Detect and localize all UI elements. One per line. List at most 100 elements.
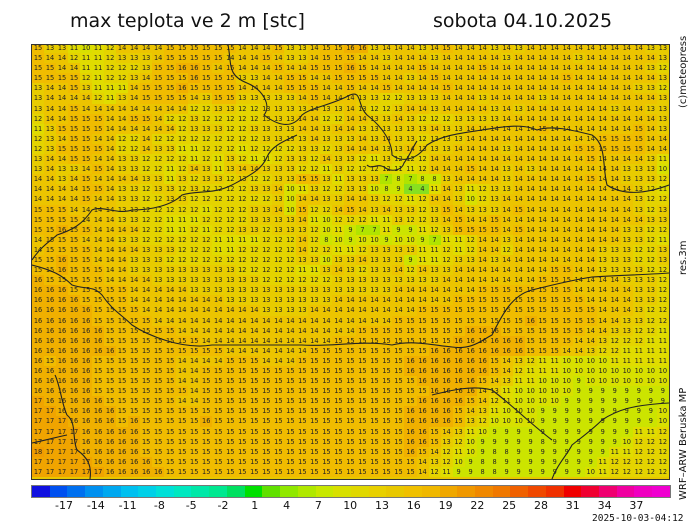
grid-cell: 15	[104, 285, 117, 296]
grid-cell: 14	[452, 143, 465, 155]
grid-cell: 14	[260, 345, 273, 356]
grid-cell: 15	[488, 285, 501, 296]
grid-cell: 9	[596, 436, 609, 447]
grid-cell: 12	[320, 113, 333, 124]
grid-cell: 13	[368, 123, 381, 134]
grid-cell: 10	[404, 234, 417, 245]
grid-row: 16 16 16 16 16 15 15 15 15 15 14 14 14 14 14 14 14 14 14 14…	[32, 315, 669, 326]
grid-cell: 14	[428, 123, 441, 134]
temperature-map: 15 13 13 11 10 11 12 14 14 14 14 15 15 15 15 15 15 14 14 14…	[31, 44, 670, 480]
grid-cell: 15	[104, 355, 117, 366]
grid-cell: 16	[452, 376, 465, 387]
grid-cell: 9	[392, 224, 405, 235]
grid-cell: 14	[488, 93, 501, 104]
grid-cell: 14	[128, 93, 141, 104]
grid-cell: 12	[212, 133, 225, 144]
grid-cell: 13	[320, 174, 333, 185]
grid-cell: 14	[368, 143, 381, 155]
grid-cell: 14	[596, 63, 609, 74]
grid-cell: 14	[92, 244, 105, 255]
grid-cell: 15	[152, 366, 165, 377]
grid-cell: 14	[404, 285, 417, 296]
grid-cell: 13	[656, 103, 669, 114]
map-title: max teplota ve 2 m [stc]	[70, 10, 305, 32]
grid-cell: 15	[212, 83, 225, 94]
grid-cell: 16	[464, 345, 477, 356]
grid-cell: 14	[356, 315, 369, 326]
grid-cell: 13	[272, 93, 285, 104]
grid-cell: 14	[560, 234, 573, 245]
grid-row: 17 17 17 17 17 16 16 16 16 16 15 15 15 15 15 15 15 15 15 15…	[32, 456, 669, 467]
grid-cell: 15	[32, 63, 45, 74]
grid-cell: 13	[152, 184, 165, 195]
grid-cell: 13	[152, 244, 165, 255]
grid-cell: 9	[536, 426, 549, 437]
grid-cell: 15	[560, 315, 573, 326]
grid-cell: 15	[560, 73, 573, 84]
grid-cell: 11	[92, 53, 105, 64]
grid-cell: 12	[656, 275, 669, 286]
grid-cell: 14	[524, 265, 537, 276]
grid-cell: 14	[536, 53, 549, 64]
grid-cell: 9	[620, 426, 633, 437]
grid-cell: 12	[176, 133, 189, 144]
grid-cell: 13	[368, 133, 381, 144]
grid-cell: 12	[128, 143, 141, 155]
grid-cell: 16	[404, 426, 417, 437]
grid-cell: 11	[92, 83, 105, 94]
grid-cell: 14	[356, 133, 369, 144]
grid-cell: 13	[260, 123, 273, 134]
grid-cell: 12	[404, 154, 417, 165]
grid-cell: 14	[44, 184, 57, 195]
grid-cell: 14	[368, 305, 381, 316]
grid-cell: 12	[656, 456, 669, 467]
grid-cell: 9	[608, 396, 621, 407]
grid-cell: 16	[488, 345, 501, 356]
grid-cell: 15	[308, 426, 321, 437]
grid-cell: 15	[200, 345, 213, 356]
grid-cell: 14	[644, 123, 657, 134]
grid-cell: 14	[524, 234, 537, 245]
grid-cell: 15	[536, 325, 549, 336]
grid-cell: 14	[176, 355, 189, 366]
grid-cell: 12	[440, 113, 453, 124]
grid-cell: 15	[272, 406, 285, 417]
grid-cell: 14	[236, 305, 249, 316]
grid-cell: 14	[584, 194, 597, 205]
grid-cell: 12	[140, 224, 153, 235]
grid-cell: 15	[164, 426, 177, 437]
grid-cell: 14	[92, 224, 105, 235]
grid-cell: 13	[188, 113, 201, 124]
grid-cell: 15	[368, 355, 381, 366]
grid-cell: 15	[344, 386, 357, 397]
grid-cell: 8	[416, 174, 429, 185]
grid-cell: 15	[500, 295, 513, 306]
grid-cell: 14	[608, 63, 621, 74]
grid-cell: 13	[404, 123, 417, 134]
grid-cell: 14	[308, 44, 321, 54]
grid-cell: 17	[32, 416, 45, 427]
grid-cell: 13	[332, 103, 345, 114]
grid-cell: 14	[404, 305, 417, 316]
grid-cell: 15	[320, 345, 333, 356]
grid-cell: 13	[140, 265, 153, 276]
grid-cell: 15	[452, 325, 465, 336]
grid-cell: 12	[176, 244, 189, 255]
grid-cell: 13	[500, 376, 513, 387]
grid-cell: 12	[272, 143, 285, 155]
grid-cell: 13	[404, 93, 417, 104]
grid-cell: 15	[92, 305, 105, 316]
grid-cell: 15	[200, 83, 213, 94]
grid-cell: 9	[560, 396, 573, 407]
grid-cell: 15	[608, 133, 621, 144]
grid-cell: 15	[380, 466, 393, 478]
grid-cell: 15	[80, 285, 93, 296]
grid-cell: 16	[32, 285, 45, 296]
grid-cell: 15	[548, 275, 561, 286]
grid-cell: 15	[152, 325, 165, 336]
grid-cell: 15	[356, 406, 369, 417]
grid-cell: 15	[104, 396, 117, 407]
grid-cell: 14	[392, 295, 405, 306]
grid-cell: 12	[368, 103, 381, 114]
grid-cell: 16	[116, 466, 129, 478]
